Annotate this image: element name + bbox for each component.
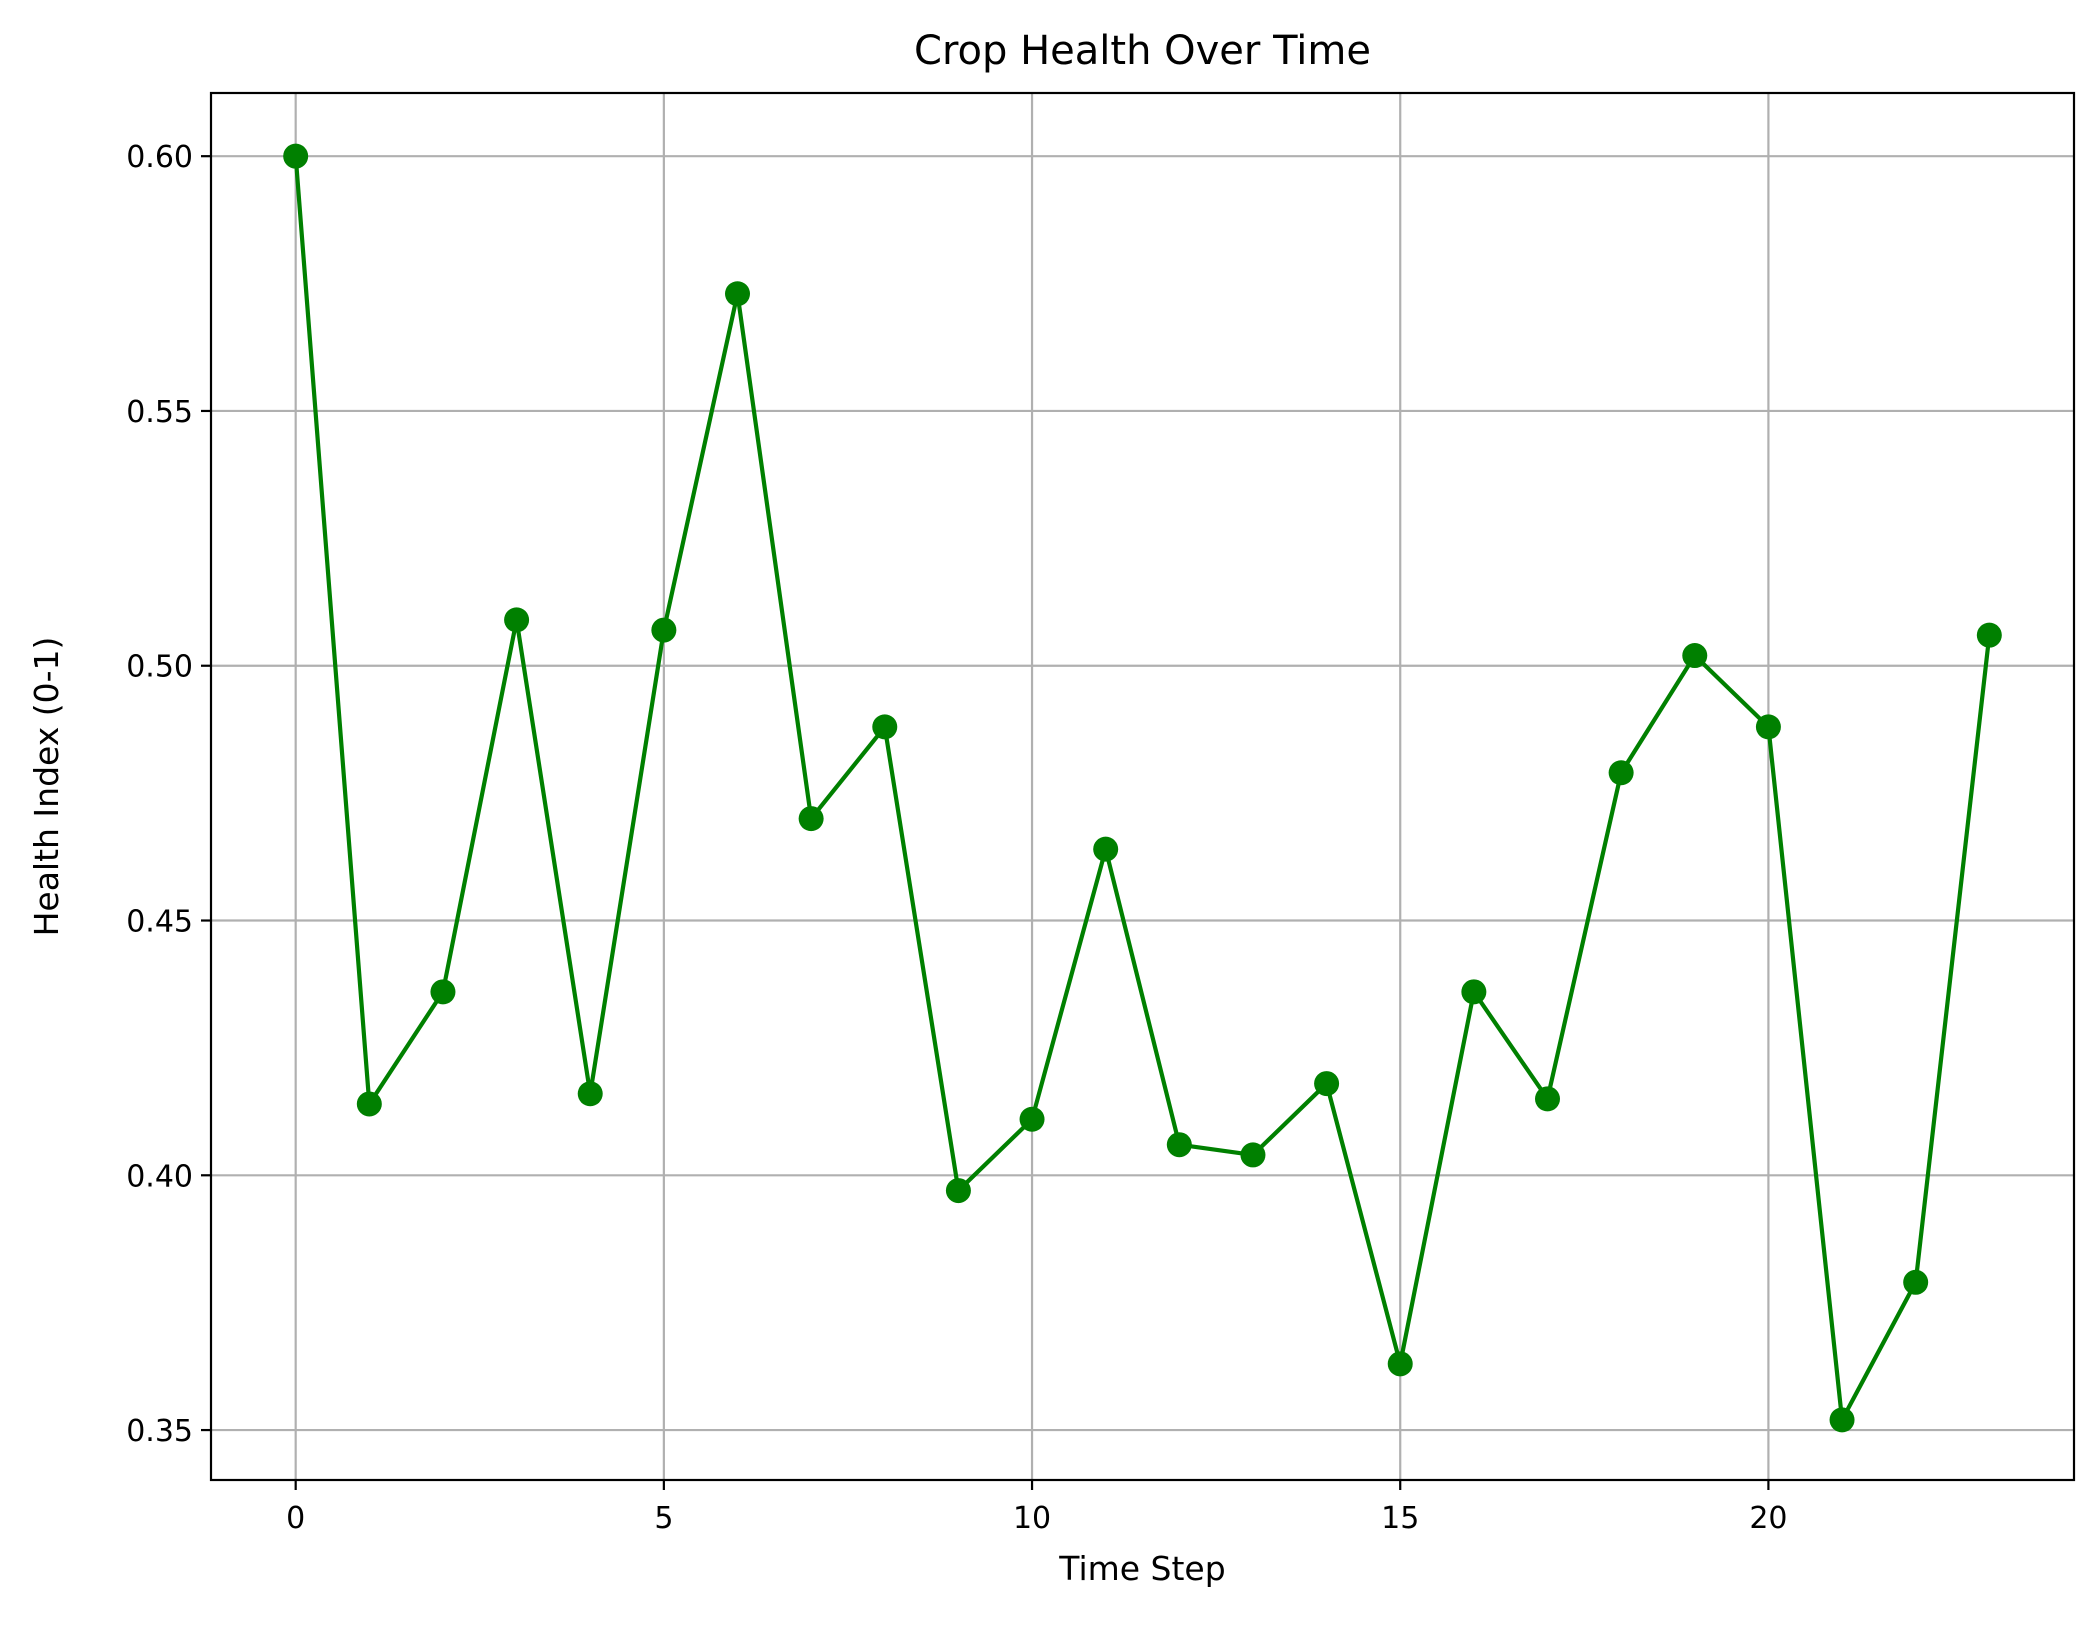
data-point — [1829, 1407, 1855, 1433]
chart-title: Crop Health Over Time — [914, 28, 1371, 74]
data-point — [1314, 1071, 1340, 1097]
plot-frame — [209, 91, 2076, 1482]
data-point — [577, 1081, 603, 1107]
ticks: 0 5 10 15 20 0.35 0.40 0.45 0.50 0.55 0.60 — [126, 140, 1787, 1536]
data-point — [651, 617, 677, 643]
x-tick-label: 10 — [1013, 1501, 1051, 1536]
data-point — [283, 143, 309, 169]
data-point — [1166, 1132, 1192, 1158]
data-point — [945, 1178, 971, 1204]
grid — [211, 93, 2074, 1480]
x-tick-label: 20 — [1749, 1501, 1787, 1536]
y-tick-label: 0.55 — [126, 395, 193, 430]
data-point — [1387, 1351, 1413, 1377]
data-point — [1903, 1269, 1929, 1295]
data-point — [725, 281, 750, 307]
data-point — [798, 806, 824, 832]
data-point — [872, 714, 898, 740]
series-line — [293, 156, 1992, 1422]
x-axis-label: Time Step — [1058, 1549, 1225, 1588]
data-point — [1682, 643, 1708, 669]
data-point — [1461, 979, 1487, 1005]
data-point — [356, 1091, 382, 1117]
data-point — [1240, 1142, 1266, 1168]
data-point — [1093, 836, 1119, 862]
data-point — [1535, 1086, 1560, 1112]
x-tick-label: 5 — [654, 1501, 673, 1536]
y-tick-label: 0.45 — [126, 905, 193, 940]
x-tick-label: 0 — [286, 1501, 305, 1536]
data-point — [1019, 1106, 1045, 1132]
y-axis-label: Health Index (0-1) — [27, 637, 66, 937]
y-tick-label: 0.60 — [126, 140, 193, 175]
data-point — [430, 979, 456, 1005]
data-point — [1755, 714, 1781, 740]
data-point — [1608, 760, 1634, 786]
y-tick-label: 0.50 — [126, 650, 193, 685]
data-point — [504, 607, 530, 633]
y-tick-label: 0.40 — [126, 1159, 193, 1194]
data-point — [1976, 622, 2002, 648]
series-layer — [283, 143, 2002, 1433]
y-tick-label: 0.35 — [126, 1414, 193, 1449]
x-tick-label: 15 — [1381, 1501, 1419, 1536]
